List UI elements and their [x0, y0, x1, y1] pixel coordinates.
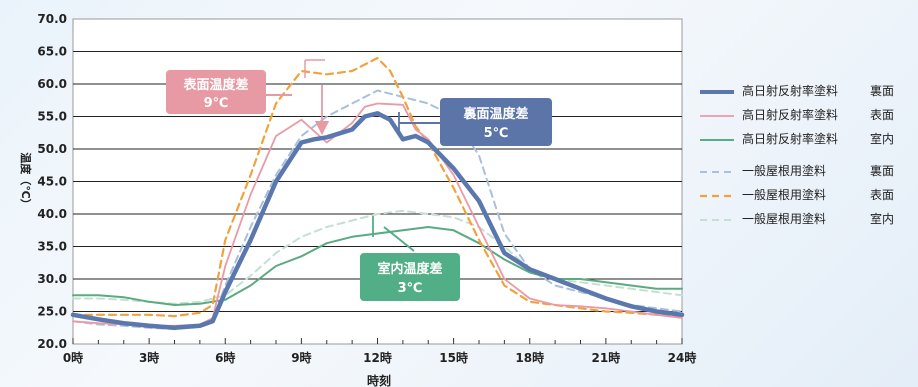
- callout-surface-diff: 表面温度差 9℃: [166, 59, 330, 136]
- legend-item: 一般屋根用塗料 室内: [700, 210, 894, 227]
- y-tick-label: 65.0: [37, 45, 67, 59]
- y-tick-label: 45.0: [37, 175, 67, 189]
- callout-back-title: 裏面温度差: [462, 106, 528, 122]
- x-tick-label: 15時: [439, 350, 468, 365]
- legend-series-location: 表面: [870, 188, 895, 202]
- legend-swatch: [700, 86, 734, 96]
- legend-series-name: 高日射反射率塗料: [742, 108, 839, 122]
- legend-series-location: 裏面: [870, 84, 895, 98]
- x-axis-label: 時刻: [367, 373, 391, 387]
- x-axis-tick-labels: 0時 3時 6時 9時 12時 15時 18時 21時 24時: [63, 350, 697, 365]
- callout-surface-value: 9℃: [204, 96, 229, 111]
- callout-surface-title: 表面温度差: [182, 77, 248, 93]
- y-tick-label: 55.0: [37, 110, 67, 124]
- y-axis-label: 温度（℃）: [19, 152, 33, 209]
- legend-swatch: [700, 214, 734, 224]
- gridlines: [72, 51, 683, 344]
- x-tick-label: 0時: [63, 350, 83, 365]
- y-tick-label: 70.0: [37, 12, 67, 26]
- series-line-4: [71, 56, 684, 318]
- legend-series-location: 裏面: [870, 164, 895, 178]
- series-line-5: [72, 209, 683, 305]
- y-axis-tick-labels: 20.0 25.0 30.0 35.0 40.0 45.0 50.0 55.0 60.0 65.0…: [37, 12, 67, 351]
- legend-series-location: 表面: [870, 108, 895, 122]
- series-lines: [70, 56, 685, 331]
- legend-series-name: 高日射反射率塗料: [742, 132, 839, 146]
- legend-swatch: [700, 110, 734, 120]
- callout-indoor-diff: 室内温度差 3℃: [360, 216, 460, 301]
- y-tick-label: 50.0: [37, 142, 67, 156]
- series-line-2: [72, 226, 683, 306]
- legend-series-name: 一般屋根用塗料: [742, 164, 827, 178]
- y-tick-label: 40.0: [37, 207, 67, 221]
- callout-indoor-box: [360, 253, 460, 301]
- callout-indoor-title: 室内温度差: [377, 261, 442, 277]
- callout-back-box: [440, 98, 552, 146]
- callout-surface-box: [166, 70, 266, 114]
- x-tick-label: 21時: [592, 350, 621, 365]
- legend-swatch: [700, 134, 734, 144]
- x-tick-label: 9時: [291, 350, 311, 365]
- y-tick-label: 60.0: [37, 77, 67, 91]
- legend-swatch: [700, 166, 734, 176]
- y-tick-label: 20.0: [37, 337, 67, 351]
- series-line-0: [70, 111, 685, 331]
- legend-series-name: 高日射反射率塗料: [742, 84, 839, 98]
- legend-item: 高日射反射率塗料 室内: [700, 130, 894, 147]
- x-tick-label: 18時: [515, 350, 544, 365]
- y-tick-label: 30.0: [37, 272, 67, 286]
- legend-item: 一般屋根用塗料 裏面: [700, 162, 894, 179]
- legend-item: 高日射反射率塗料 裏面: [700, 82, 894, 99]
- legend-series-location: 室内: [870, 132, 895, 146]
- legend-item: 一般屋根用塗料 表面: [700, 186, 894, 203]
- legend-item: 高日射反射率塗料 表面: [700, 106, 894, 123]
- y-tick-label: 35.0: [37, 240, 67, 254]
- x-tick-label: 3時: [139, 350, 159, 365]
- x-tick-label: 24時: [668, 350, 697, 365]
- series-line-3: [72, 89, 683, 331]
- x-tick-label: 12時: [363, 350, 392, 365]
- callout-indoor-value: 3℃: [398, 281, 423, 296]
- legend-series-name: 一般屋根用塗料: [742, 188, 827, 202]
- callout-back-value: 5℃: [484, 126, 509, 141]
- callout-back-diff: 裏面温度差 5℃: [398, 98, 552, 146]
- y-tick-label: 25.0: [37, 305, 67, 319]
- x-tick-label: 6時: [215, 350, 235, 365]
- legend-series-name: 一般屋根用塗料: [742, 212, 827, 226]
- legend-series-location: 室内: [870, 212, 895, 226]
- legend-swatch: [700, 190, 734, 200]
